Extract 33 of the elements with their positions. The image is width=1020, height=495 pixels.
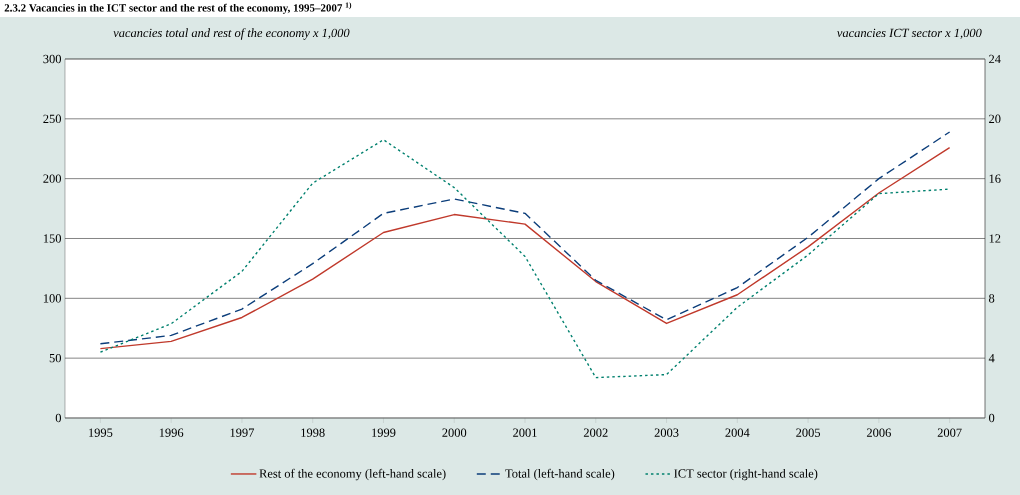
x-tick-label: 2004 [725, 428, 750, 437]
y2-tick-label: 20 [989, 114, 1001, 124]
x-tick-label: 2007 [937, 428, 962, 437]
x-tick-label: 1995 [89, 428, 113, 437]
y-tick-label: 150 [43, 234, 62, 243]
legend-label: ICT sector (right-hand scale) [674, 468, 818, 481]
x-tick-label: 1997 [230, 428, 255, 437]
x-tick-label: 2005 [796, 428, 821, 437]
y-tick-label: 250 [43, 114, 62, 124]
y-axis-title: vacancies total and rest of the economy x 1,000 [113, 28, 350, 40]
y2-axis-title: vacancies ICT sector x 1,000 [837, 28, 982, 39]
y2-tick-label: 16 [989, 174, 1001, 183]
y-tick-label: 300 [43, 54, 62, 64]
x-tick-label: 2001 [513, 428, 537, 437]
y2-tick-label: 8 [989, 294, 995, 303]
y-tick-label: 50 [49, 353, 62, 363]
legend-label: Total (left-hand scale) [505, 468, 615, 481]
x-tick-label: 2000 [442, 428, 467, 437]
x-tick-label: 2006 [866, 428, 891, 437]
y2-tick-label: 24 [989, 54, 1001, 64]
x-tick-label: 1999 [372, 428, 396, 437]
y-tick-label: 0 [55, 413, 62, 423]
chart-title: 2.3.2 Vacancies in the ICT sector and the rest of the economy, 1995–2007 $^{1)}$ [4, 2, 352, 14]
x-tick-label: 1998 [301, 428, 325, 437]
y2-tick-label: 12 [989, 234, 1001, 243]
y-tick-label: 200 [43, 174, 62, 183]
x-tick-label: 1996 [159, 428, 184, 437]
legend-label: Rest of the economy (left-hand scale) [259, 468, 446, 481]
y2-tick-label: 0 [989, 413, 995, 423]
x-tick-label: 2002 [583, 428, 608, 437]
x-tick-label: 2003 [654, 428, 679, 437]
y-tick-label: 100 [43, 294, 62, 303]
y2-tick-label: 4 [988, 354, 995, 363]
